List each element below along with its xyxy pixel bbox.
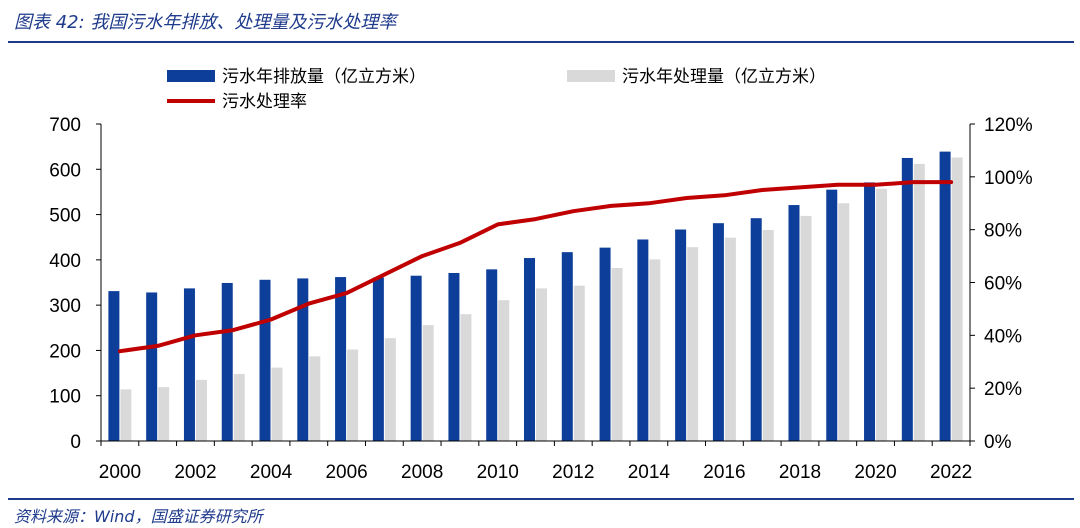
source-rule (8, 498, 1074, 500)
bar-emission-2011 (524, 258, 535, 441)
bar-emission-2000 (108, 291, 120, 441)
bar-treated-2008 (422, 325, 434, 441)
bar-treated-2009 (460, 314, 472, 441)
x-tick-label: 2018 (779, 462, 821, 483)
bar-treated-2014 (649, 259, 661, 441)
y-left-tick-label: 700 (49, 115, 81, 136)
bar-treated-2005 (309, 356, 321, 441)
y-left-tick-label: 400 (49, 251, 81, 272)
y-right-tick-label: 100% (984, 168, 1033, 189)
axes: 0 100 200 300 400 500 600 700 0% 20% 40% 60% 80% 100%… (49, 115, 1032, 483)
y-left-tick-label: 0 (70, 432, 81, 453)
bar-treated-2016 (724, 237, 736, 441)
bar-emission-2007 (372, 277, 384, 441)
y-right-tick-label: 20% (984, 379, 1022, 400)
bar-treated-2021 (913, 163, 925, 441)
x-tick-label: 2006 (325, 462, 367, 483)
bar-treated-2001 (158, 387, 170, 441)
y-right-tick-label: 40% (984, 326, 1022, 347)
x-tick-label: 2002 (174, 462, 216, 483)
emission-bars (108, 151, 951, 442)
bar-emission-2004 (259, 279, 271, 441)
x-tick-label: 2012 (552, 462, 594, 483)
y-left-tick-label: 600 (49, 160, 81, 181)
legend-label-treated: 污水年处理量（亿立方米） (622, 67, 826, 87)
bar-emission-2001 (146, 292, 158, 441)
y-left-tick-label: 200 (49, 341, 81, 362)
bar-emission-2018 (788, 205, 800, 441)
bar-treated-2004 (271, 367, 283, 441)
bar-treated-2003 (233, 373, 245, 441)
figure-title: 图表 42: 我国污水年排放、处理量及污水处理率 (14, 12, 397, 33)
bar-emission-2002 (183, 288, 195, 441)
bar-emission-2016 (712, 223, 724, 441)
legend-swatch-emission (167, 70, 215, 82)
title-rule (8, 41, 1074, 43)
x-tick-label: 2004 (250, 462, 293, 483)
bar-emission-2008 (410, 275, 422, 441)
legend: 污水年排放量（亿立方米） 污水年处理量（亿立方米） 污水处理率 (167, 67, 826, 112)
bar-emission-2022 (939, 151, 951, 442)
legend-label-emission: 污水年排放量（亿立方米） (222, 67, 426, 87)
bar-treated-2013 (611, 268, 623, 441)
x-tick-label: 2010 (477, 462, 519, 483)
x-tick-label: 2020 (854, 462, 896, 483)
bar-treated-2002 (195, 379, 207, 441)
bar-emission-2015 (675, 229, 687, 441)
legend-item-emission: 污水年排放量（亿立方米） (167, 67, 426, 87)
legend-label-rate: 污水处理率 (222, 92, 307, 112)
legend-swatch-treated (567, 70, 615, 82)
bar-treated-2012 (573, 285, 585, 441)
y-right-tick-label: 80% (984, 221, 1022, 242)
y-left-tick-label: 100 (49, 387, 81, 408)
x-tick-label: 2000 (99, 462, 141, 483)
y-right-tick-label: 60% (984, 274, 1022, 295)
x-tick-label: 2008 (401, 462, 443, 483)
source-note: 资料来源：Wind，国盛证券研究所 (14, 507, 263, 526)
y-right-tick-label: 0% (984, 432, 1012, 453)
bar-emission-2006 (335, 277, 347, 441)
bar-treated-2006 (347, 349, 359, 441)
bar-emission-2010 (486, 269, 498, 441)
bar-treated-2018 (800, 215, 812, 441)
bar-treated-2010 (498, 300, 510, 441)
y-right-tick-label: 120% (984, 115, 1033, 136)
legend-item-rate: 污水处理率 (167, 92, 307, 112)
bar-emission-2019 (826, 189, 838, 441)
bar-emission-2009 (448, 272, 460, 441)
bar-emission-2012 (561, 252, 573, 441)
bar-emission-2021 (901, 157, 913, 441)
x-tick-label: 2016 (703, 462, 745, 483)
bar-treated-2020 (876, 188, 888, 441)
bar-treated-2017 (762, 229, 774, 441)
bar-emission-2005 (297, 278, 309, 441)
y-left-tick-label: 300 (49, 296, 81, 317)
rate-line-group (117, 180, 954, 354)
bar-emission-2017 (750, 218, 762, 441)
bar-emission-2020 (864, 182, 876, 441)
bar-treated-2007 (384, 338, 396, 441)
bar-emission-2003 (221, 282, 233, 441)
bar-emission-2014 (637, 239, 649, 441)
bar-treated-2011 (536, 288, 547, 441)
legend-item-treated: 污水年处理量（亿立方米） (567, 67, 826, 87)
treated-bars (120, 157, 963, 442)
bar-emission-2013 (599, 247, 611, 441)
bar-treated-2019 (838, 203, 850, 441)
x-tick-label: 2014 (628, 462, 671, 483)
x-tick-label: 2022 (930, 462, 972, 483)
bar-treated-2022 (951, 157, 963, 442)
bar-treated-2000 (120, 389, 132, 441)
bar-treated-2015 (687, 247, 699, 441)
y-left-tick-label: 500 (49, 206, 81, 227)
